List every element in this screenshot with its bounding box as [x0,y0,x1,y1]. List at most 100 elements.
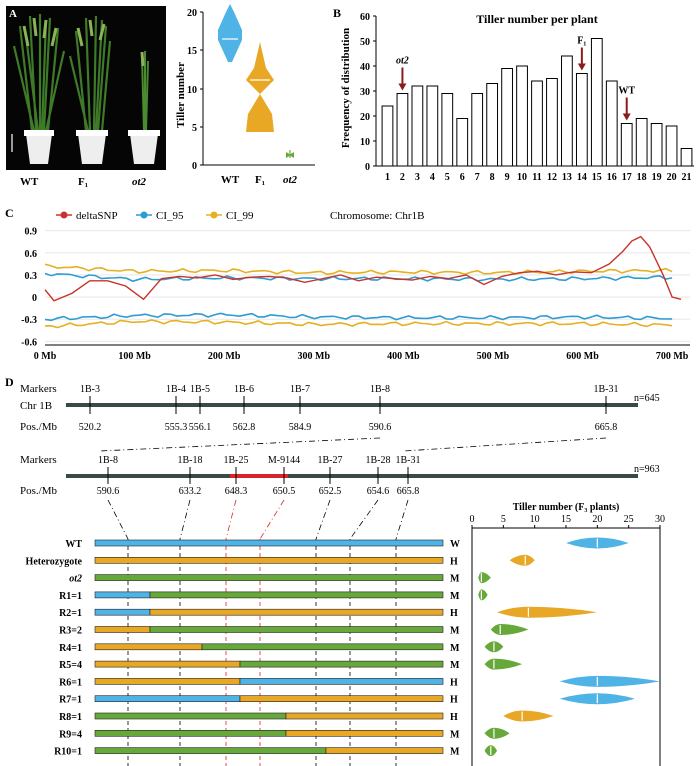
hist-annotation-label: WT [618,86,635,97]
snp-legend: deltaSNP CI_95 CI_99 [56,210,254,222]
legend-ci99: CI_99 [226,210,254,222]
hist-bar [620,123,633,167]
genotype-row-label: R2=1 [59,608,82,619]
genotype-row-label: R9=4 [59,729,82,740]
hist-ytick-label: 10 [360,137,370,148]
genotype-row-label: R7=1 [59,695,82,706]
legend-ci95: CI_95 [156,210,184,222]
violin-a-xlabel-ot2: ot2 [283,174,298,186]
snp-ytick-label: 0 [32,293,37,304]
snp-plot-area [45,227,690,345]
genotype-row-label: R4=1 [59,643,82,654]
genotype-row-label: R10=1 [54,747,82,758]
genotype-segment [94,660,241,668]
violin-chart-a: Tiller number 0 5 10 15 20 WT F₁ ot2 [175,4,315,186]
genotype-segment [285,729,444,737]
snp-xtick-label: 100 Mb [118,351,151,362]
map1-markers-label: Markers [20,383,57,395]
hist-bar [486,83,499,167]
hist-bar [426,85,439,167]
snp-ytick-label: -0.6 [21,337,37,348]
hist-bar [546,78,558,167]
genotype-segment [94,557,444,564]
hist-xtick-label: 18 [637,172,647,183]
f3-xtick-label: 10 [530,514,540,525]
genotype-code: H [450,695,458,706]
genotype-connector-line [315,499,331,540]
map2-position-label: 665.8 [397,486,420,497]
violin-a-ytick-15: 15 [187,46,197,57]
hist-xtick-label: 5 [445,172,450,183]
hist-ytick-label: 30 [360,87,370,98]
map2-marker-label: 1B-8 [98,455,118,466]
map2-marker-label: 1B-27 [318,455,343,466]
hist-xtick-label: 20 [667,172,677,183]
genotype-row-label: R8=1 [59,712,82,723]
genotype-segment [94,695,241,703]
genotype-code: H [450,556,458,567]
panel-a: A WT F₁ ot2 [0,0,180,190]
genotype-segment [149,608,444,616]
hist-bar [561,55,573,167]
f3-xtick-label: 25 [624,514,634,525]
genotype-code: M [450,729,460,740]
map2-marker-label: 1B-31 [396,455,421,466]
f3-xtick-label: 20 [592,514,602,525]
map2-markers-label: Markers [20,454,57,466]
hist-xtick-label: 11 [532,172,541,183]
map1-position-label: 555.3 [165,422,188,433]
map2-position-label: 654.6 [367,486,390,497]
snp-ytick-label: 0.6 [25,249,38,260]
genotype-connector-line [107,499,129,540]
hist-arrow-head [577,63,586,71]
hist-bar [396,93,409,167]
hist-ytick-label: 60 [360,12,370,23]
hist-xtick-label: 4 [430,172,435,183]
genotype-row-label: ot2 [69,574,82,585]
map2-marker-label: 1B-18 [178,455,203,466]
snp-xtick-label: 400 Mb [387,351,420,362]
snp-ci95-lower-line [44,312,673,322]
genotype-connector-line [395,499,409,540]
f3-chart-title: Tiller number (F₃ plants) [513,502,620,513]
genotype-segment [94,712,287,720]
map2-chromosome-bar [66,474,638,478]
hist-bar [471,93,484,167]
f3-violin-shape [484,727,510,739]
panel-d-label: D [5,375,14,389]
genotype-segment [239,678,444,685]
hist-xtick-label: 7 [475,172,480,183]
genotype-segment [94,747,327,754]
hist-xtick-label: 13 [562,172,572,183]
map2-position-label: 648.3 [225,486,248,497]
hist-xtick-label: 10 [517,172,527,183]
genotype-segment [149,591,444,599]
map2-position-label: 590.6 [97,486,120,497]
f3-violin-shape [478,589,488,601]
genotype-segment [94,539,444,547]
hist-bar [650,123,663,167]
genotype-segment [94,591,151,599]
violin-a-ytick-5: 5 [192,123,197,134]
genotype-row-label: WT [65,539,82,550]
panel-b-label: B [333,6,341,20]
genotype-segment [94,608,151,616]
snp-xtick-label: 600 Mb [566,351,599,362]
map1-position-label: 584.9 [289,422,312,433]
snp-deltasnp-line [44,235,682,302]
hist-xtick-label: 14 [577,172,587,183]
map2-pos-label: Pos./Mb [20,485,57,497]
map2-candidate-region [230,474,288,478]
genotype-segment [201,643,444,651]
genotype-code: W [450,539,460,550]
hist-xtick-label: 1 [385,172,390,183]
genotype-code: H [450,712,458,723]
map2-marker-label: 1B-25 [224,455,249,466]
hist-bar [501,68,513,167]
snp-xtick-label: 0 Mb [34,351,57,362]
map2-position-label: 633.2 [179,486,202,497]
hist-xtick-label: 12 [547,172,557,183]
genotype-segment [239,695,444,703]
snp-xtick-label: 200 Mb [208,351,241,362]
map2-position-label: 652.5 [319,486,342,497]
